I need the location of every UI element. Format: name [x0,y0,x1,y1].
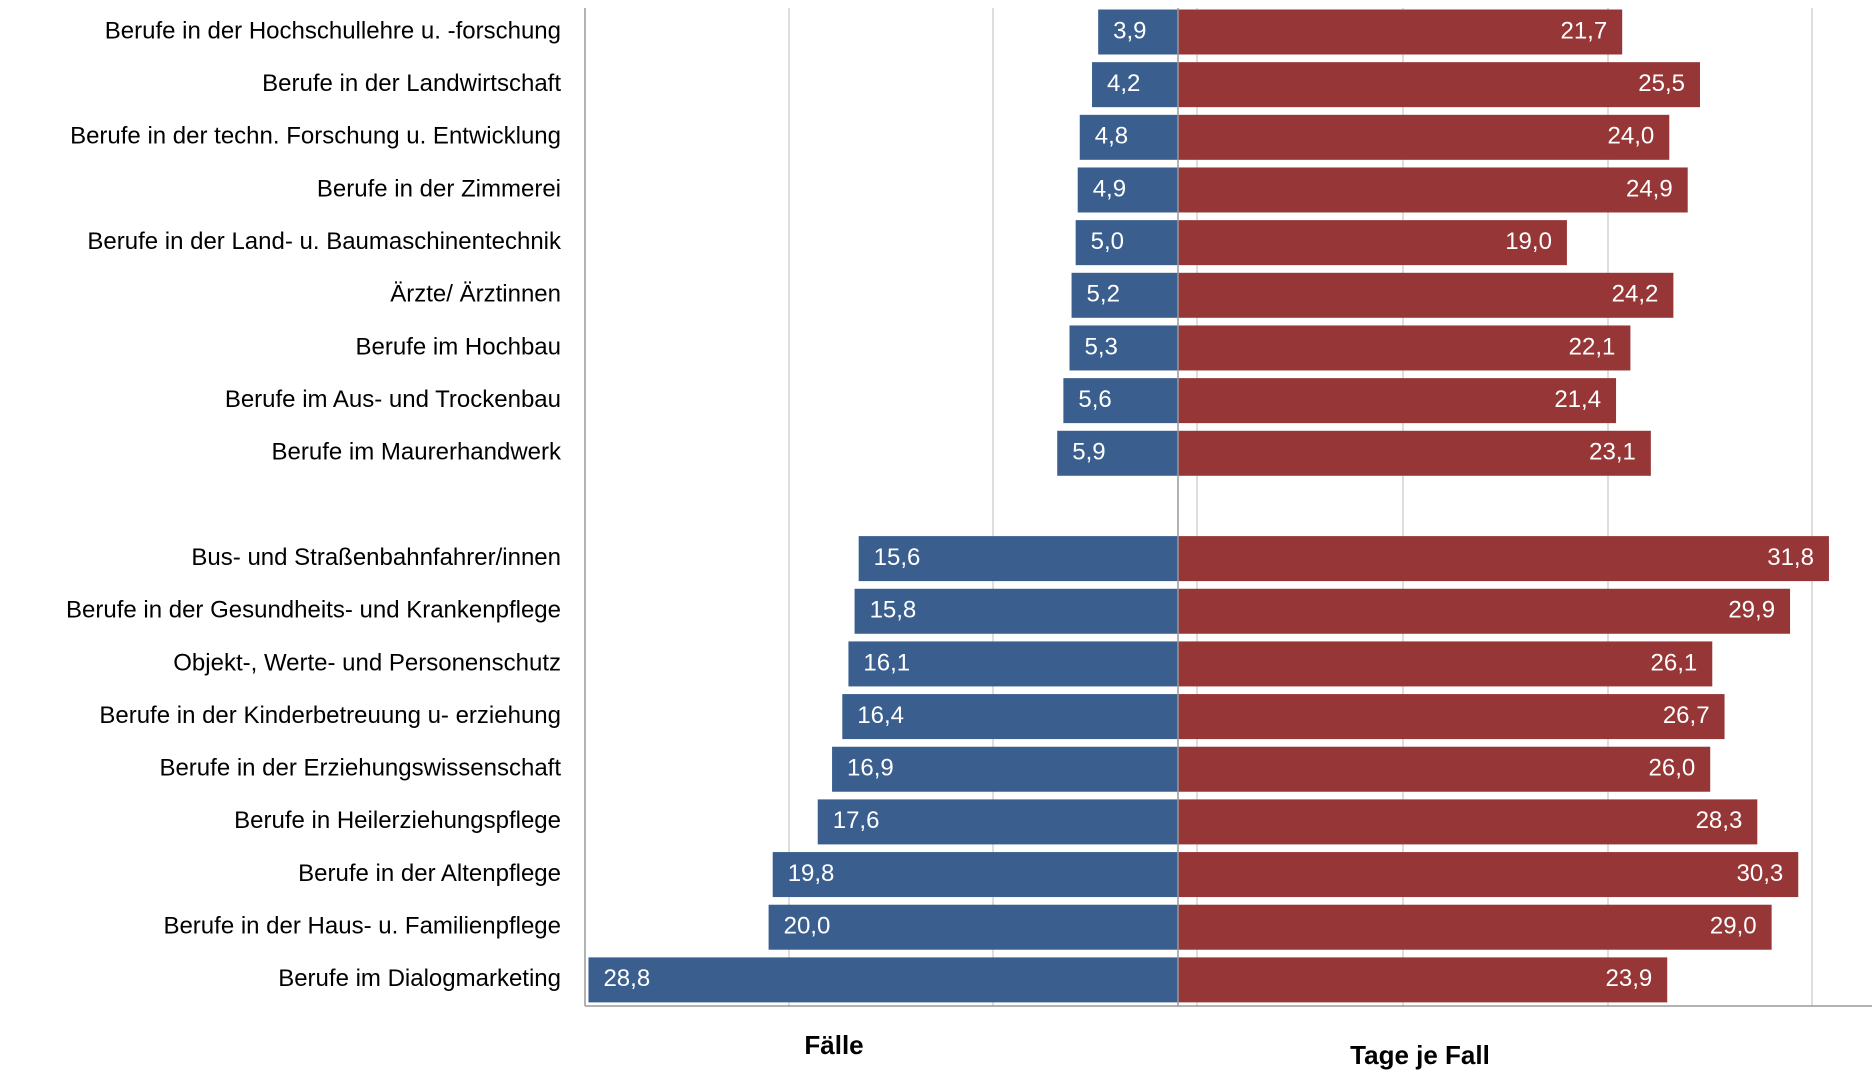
bar [768,904,1178,950]
bar [1178,536,1829,582]
bar [1178,62,1700,108]
category-label: Berufe in der techn. Forschung u. Entwic… [70,123,561,150]
category-label: Ärzte/ Ärztinnen [390,281,561,308]
value-label: 15,8 [870,597,917,624]
category-label: Berufe im Dialogmarketing [278,965,561,992]
category-label: Berufe in der Landwirtschaft [262,70,561,97]
bar [1057,430,1178,476]
value-label: 25,5 [1638,70,1685,97]
value-label: 3,9 [1113,17,1146,44]
category-label: Berufe in der Gesundheits- und Krankenpf… [66,597,561,624]
bar [858,536,1178,582]
value-label: 17,6 [833,807,880,834]
bar [1092,62,1178,108]
bar [1069,325,1178,371]
category-label: Berufe in Heilerziehungspflege [234,807,561,834]
bars [588,9,1829,1003]
axis-title: Fälle [804,1030,863,1060]
axis-title: Tage je Fall [1350,1040,1490,1070]
category-label: Berufe in der Hochschullehre u. -forschu… [105,17,561,44]
bar [1178,746,1711,792]
bar [1178,852,1799,898]
value-label: 26,7 [1663,702,1710,729]
value-label: 4,9 [1093,175,1126,202]
value-label: 29,9 [1728,597,1775,624]
value-label: 28,3 [1696,807,1743,834]
category-label: Berufe im Maurerhandwerk [272,439,562,466]
bar [1178,220,1567,266]
bar [1098,9,1178,55]
category-label: Berufe in der Zimmerei [317,175,561,202]
bar [1075,220,1178,266]
bar [772,852,1178,898]
bar [1178,904,1772,950]
value-label: 22,1 [1569,333,1616,360]
value-label: 24,2 [1612,281,1659,308]
value-label: 31,8 [1767,544,1814,571]
category-label: Objekt-, Werte- und Personenschutz [173,649,561,676]
category-label: Berufe in der Altenpflege [298,860,561,887]
bar [1178,430,1651,476]
bar [854,588,1178,634]
value-label: 21,7 [1560,17,1607,44]
category-label: Berufe in der Erziehungswissenschaft [159,755,561,782]
bar [1178,9,1623,55]
value-label: 19,0 [1505,228,1552,255]
bar [1077,167,1178,213]
bar [1178,272,1674,318]
bar [1178,957,1668,1003]
value-label: 16,9 [847,755,894,782]
bar [1178,167,1688,213]
value-label: 16,1 [863,649,910,676]
category-label: Berufe in der Kinderbetreuung u- erziehu… [99,702,561,729]
value-label: 26,0 [1649,755,1696,782]
bar [817,799,1178,845]
value-label: 5,2 [1087,281,1120,308]
bar [588,957,1178,1003]
bar [1071,272,1178,318]
category-label: Berufe im Aus- und Trockenbau [225,386,561,413]
value-label: 20,0 [784,913,831,940]
value-label: 30,3 [1737,860,1784,887]
value-label: 24,0 [1608,123,1655,150]
value-label: 23,9 [1606,965,1653,992]
value-label: 19,8 [788,860,835,887]
value-label: 29,0 [1710,913,1757,940]
category-label: Berufe im Hochbau [356,333,561,360]
bar [1063,378,1178,424]
value-label: 4,2 [1107,70,1140,97]
value-label: 15,6 [874,544,921,571]
value-label: 28,8 [603,965,650,992]
bar [1178,799,1758,845]
value-label: 21,4 [1554,386,1601,413]
bar [1178,378,1617,424]
bar [1079,114,1178,160]
value-label: 16,4 [857,702,904,729]
value-label: 5,0 [1091,228,1124,255]
bar [848,641,1178,687]
category-label: Berufe in der Haus- u. Familienpflege [163,913,561,940]
value-label: 26,1 [1651,649,1698,676]
bar [1178,641,1713,687]
value-label: 5,9 [1072,439,1105,466]
bar [832,746,1178,792]
bar [1178,588,1791,634]
bar [1178,694,1725,740]
value-label: 24,9 [1626,175,1673,202]
category-label: Berufe in der Land- u. Baumaschinentechn… [87,228,562,255]
category-label: Bus- und Straßenbahnfahrer/innen [191,544,561,571]
bar [1178,325,1631,371]
value-label: 23,1 [1589,439,1636,466]
value-label: 4,8 [1095,123,1128,150]
value-label: 5,6 [1078,386,1111,413]
bar [842,694,1178,740]
bar [1178,114,1670,160]
value-label: 5,3 [1085,333,1118,360]
